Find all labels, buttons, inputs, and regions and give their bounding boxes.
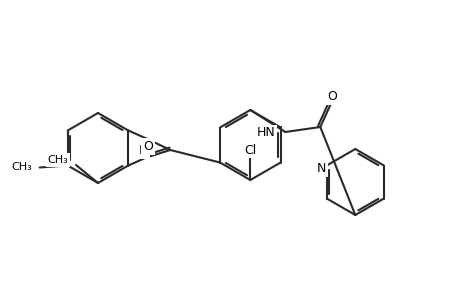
Text: HN: HN: [256, 127, 275, 140]
Text: O: O: [143, 140, 153, 153]
Text: N: N: [138, 144, 148, 157]
Text: Cl: Cl: [244, 143, 256, 157]
Text: CH₃: CH₃: [11, 163, 32, 172]
Text: O: O: [327, 91, 336, 103]
Text: N: N: [316, 162, 326, 175]
Text: CH₃: CH₃: [47, 155, 68, 165]
